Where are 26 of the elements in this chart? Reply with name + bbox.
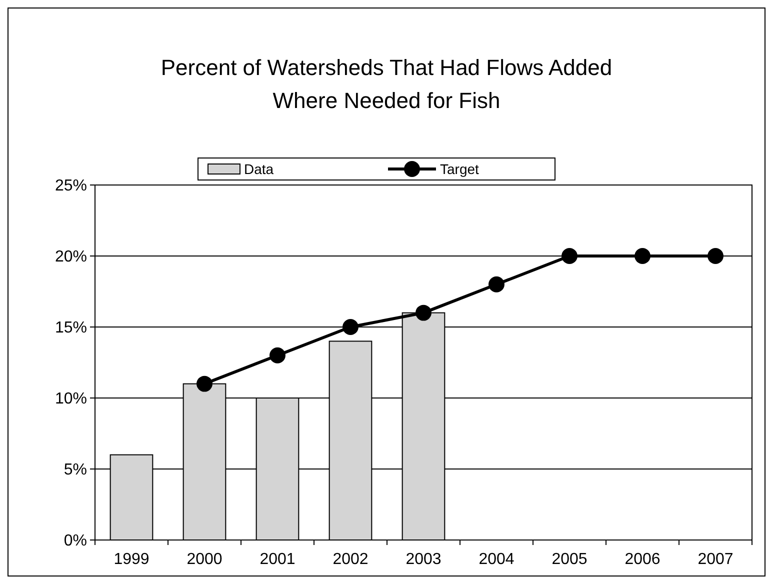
x-tick-label: 2001 [260,551,296,568]
y-tick-label: 10% [54,390,87,408]
x-tick-label: 1999 [114,551,150,568]
legend-label: Data [244,160,274,177]
x-tick-label: 2006 [624,551,660,568]
point [416,304,432,321]
x-tick-label: 2007 [698,551,734,568]
x-tick-label: 2005 [552,551,588,568]
point [270,347,286,364]
point [634,248,650,264]
y-tick-label: 15% [54,320,87,337]
x-tick-label: 2003 [406,551,442,568]
point [488,276,504,292]
y-tick-label: 25% [54,178,87,195]
point [708,248,724,264]
x-tick-label: 2002 [332,551,368,568]
x-tick-label: 2000 [186,551,222,568]
legend-label: Target [440,160,480,177]
y-tick-label: 20% [54,248,87,266]
point [342,319,358,335]
x-tick-label: 2004 [478,551,514,568]
point [562,248,578,264]
y-tick-label: 0% [64,532,87,550]
point [196,376,212,392]
chart-title: Percent of Watersheds That Had Flows Added Where Needed for Fish [160,55,612,113]
y-tick-label: 5% [64,462,87,479]
